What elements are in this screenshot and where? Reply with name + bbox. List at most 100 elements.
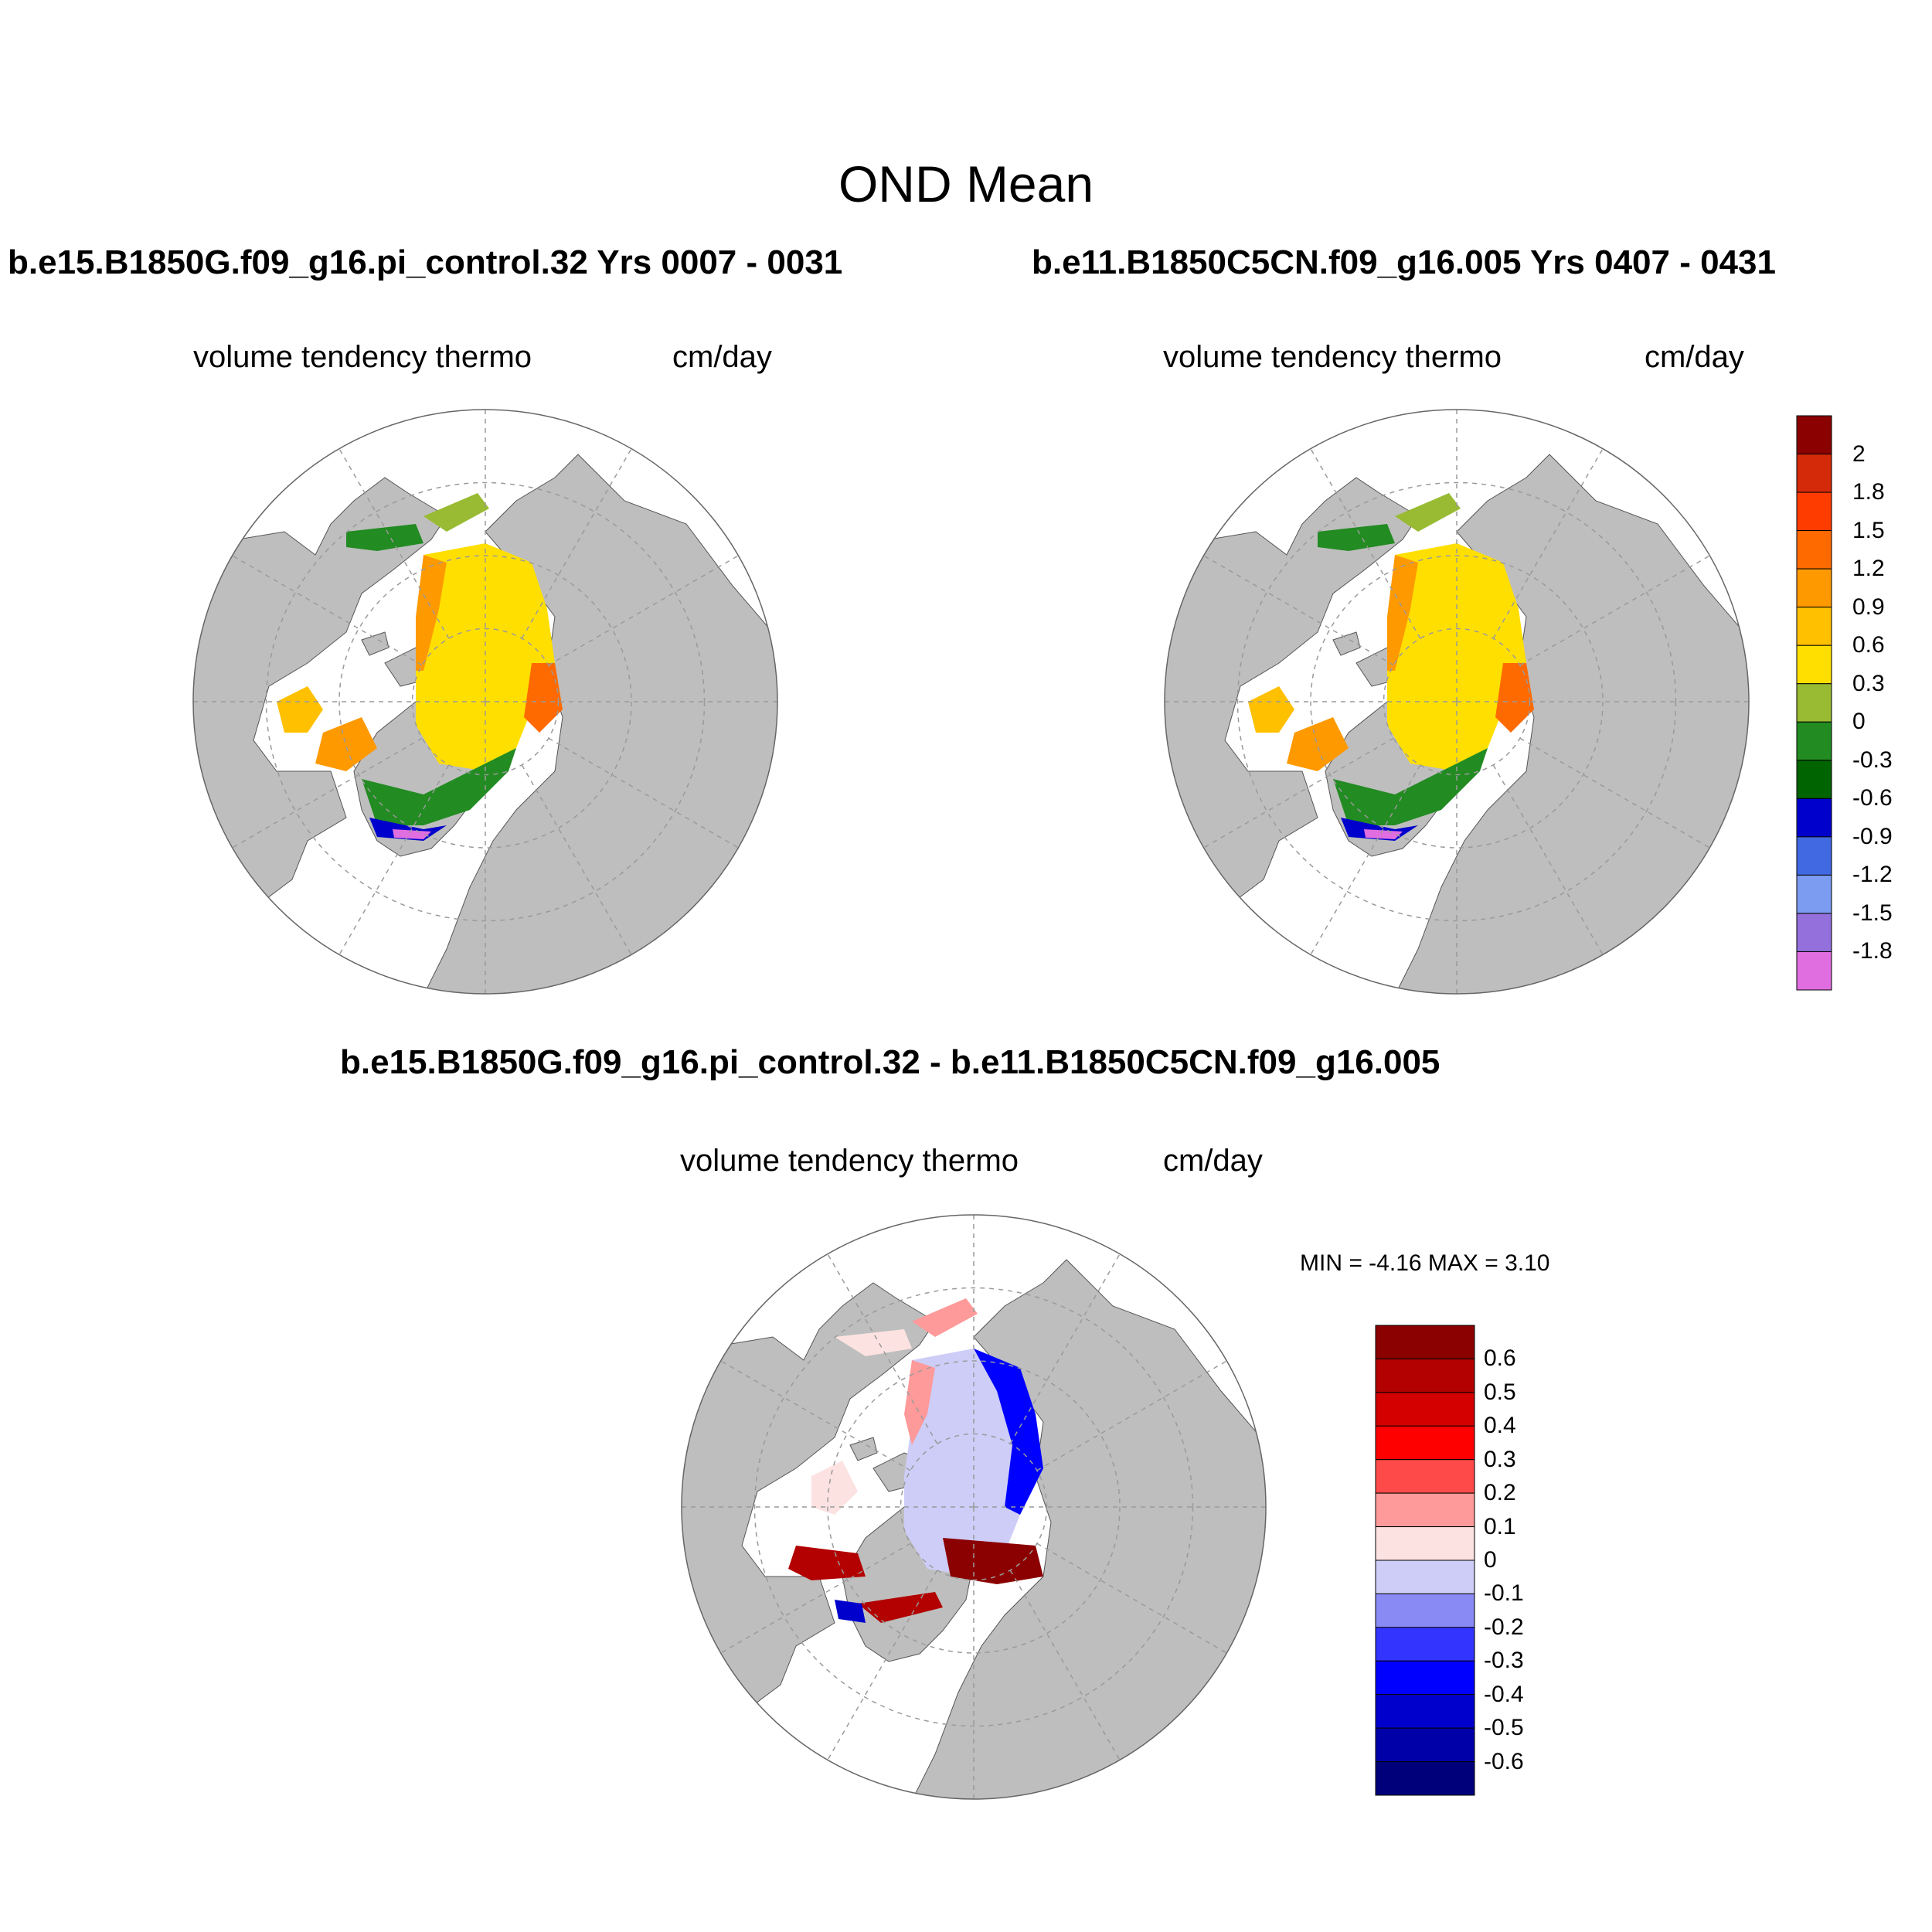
ice-barents (1495, 663, 1534, 733)
land-mass-0 (911, 1259, 1266, 1799)
colorbar-label: 0.6 (1484, 1345, 1516, 1372)
ice-central (1387, 543, 1526, 771)
colorbar-swatch (1796, 415, 1832, 455)
ice-hudson (1248, 686, 1294, 733)
colorbar-swatch (1375, 1392, 1475, 1427)
colorbar-label: -0.4 (1484, 1681, 1524, 1707)
ice-baffin (315, 717, 377, 771)
colorbar-label: 0.5 (1484, 1379, 1516, 1405)
colorbar-swatch (1375, 1560, 1475, 1594)
colorbar-label: -0.3 (1484, 1648, 1524, 1674)
colorbar-diff (1375, 1325, 1475, 1796)
colorbar-swatch (1375, 1694, 1475, 1729)
colorbar-label: -0.5 (1484, 1715, 1524, 1741)
diff-bering (835, 1329, 912, 1356)
diff-blue-south (835, 1600, 866, 1623)
colorbar-label: 1.8 (1852, 479, 1885, 505)
ice-edge (416, 555, 447, 671)
colorbar-label: 1.2 (1852, 556, 1885, 582)
ice-margin-green (1333, 748, 1488, 825)
colorbar-swatch (1796, 836, 1832, 876)
colorbar-label: 1.5 (1852, 517, 1885, 543)
colorbar-label: -0.6 (1852, 785, 1893, 811)
ice-margin-green (362, 748, 516, 825)
colorbar-swatch (1375, 1660, 1475, 1696)
colorbar-swatch (1796, 492, 1832, 532)
ice-bering (1318, 524, 1395, 551)
land-mass-1 (682, 1282, 936, 1709)
colorbar-swatch (1375, 1593, 1475, 1628)
diff-title: b.e15.B1850G.f09_g16.pi_control.32 - b.e… (340, 1043, 1440, 1081)
panel2-map (1164, 409, 1750, 995)
graticule (682, 1215, 1266, 1799)
panel2-title: b.e11.B1850C5CN.f09_g16.005 Yrs 0407 - 0… (1032, 243, 1776, 281)
colorbar-swatch (1796, 951, 1832, 991)
ice-margin-pink (1364, 829, 1403, 839)
colorbar-label: -1.2 (1852, 862, 1893, 888)
colorbar-label: 0.9 (1852, 594, 1885, 620)
colorbar-swatch (1796, 760, 1832, 799)
land-mass-0 (1394, 454, 1749, 994)
colorbar-swatch (1796, 913, 1832, 952)
ice-okhotsk (1395, 493, 1461, 532)
diff-blue-edge (974, 1349, 1043, 1515)
panel1-map (192, 409, 778, 995)
diff-red-east (943, 1538, 1043, 1584)
graticule (1165, 410, 1749, 994)
land-mass-5 (1332, 631, 1361, 656)
colorbar-swatch (1796, 798, 1832, 838)
colorbar-swatch (1375, 1425, 1475, 1461)
ice-margin-pink (393, 829, 431, 839)
diff-variable: volume tendency thermo (680, 1144, 1019, 1178)
colorbar-label: 0 (1484, 1547, 1497, 1573)
colorbar-swatch (1796, 454, 1832, 493)
colorbar-label: 0.6 (1852, 632, 1885, 658)
colorbar-label: -1.8 (1852, 938, 1893, 964)
colorbar-swatch (1796, 568, 1832, 608)
colorbar-label: 0.4 (1484, 1413, 1516, 1439)
diff-hudson (811, 1461, 858, 1515)
land-mass-1 (193, 477, 447, 903)
colorbar-swatch (1796, 683, 1832, 723)
colorbar-label: 2 (1852, 440, 1866, 467)
map-border (681, 1214, 1267, 1800)
colorbar-label: -1.5 (1852, 900, 1893, 926)
colorbar-label: -0.1 (1484, 1580, 1524, 1607)
colorbar-swatch (1796, 607, 1832, 646)
colorbar-label: -0.6 (1484, 1748, 1524, 1774)
colorbar-swatch (1375, 1325, 1475, 1359)
colorbar-label: 0.1 (1484, 1513, 1516, 1539)
ice-baffin (1287, 717, 1349, 771)
panel1-units: cm/day (672, 340, 772, 374)
graticule (193, 410, 777, 994)
diff-okhotsk (912, 1298, 978, 1337)
panel1-title: b.e15.B1850G.f09_g16.pi_control.32 Yrs 0… (8, 243, 843, 281)
colorbar-swatch (1796, 874, 1832, 914)
diff-units: cm/day (1163, 1144, 1263, 1178)
colorbar-swatch (1796, 530, 1832, 570)
land-mass-5 (361, 631, 389, 656)
main-title: OND Mean (838, 155, 1094, 213)
colorbar-swatch (1375, 1627, 1475, 1662)
diff-red-west (788, 1546, 866, 1580)
colorbar-label: -0.2 (1484, 1614, 1524, 1640)
panel1-variable: volume tendency thermo (193, 340, 532, 374)
land-mass-1 (1165, 477, 1419, 903)
colorbar-swatch (1375, 1459, 1475, 1494)
diff-pink-edge (904, 1360, 935, 1445)
colorbar-swatch (1375, 1526, 1475, 1561)
colorbar-swatch (1375, 1492, 1475, 1528)
colorbar-label: 0.3 (1484, 1446, 1516, 1472)
colorbar-swatch (1796, 645, 1832, 685)
colorbar-label: 0 (1852, 709, 1866, 735)
ice-okhotsk (423, 493, 489, 532)
land-mass-5 (849, 1437, 878, 1461)
colorbar-swatch (1375, 1358, 1475, 1393)
colorbar-label: 0.3 (1852, 670, 1885, 696)
map-border (192, 409, 778, 995)
colorbar-swatch (1375, 1761, 1475, 1796)
diff-map (681, 1214, 1267, 1800)
colorbar-main (1796, 415, 1832, 991)
land-mass-0 (423, 454, 777, 994)
ice-central (416, 543, 555, 771)
